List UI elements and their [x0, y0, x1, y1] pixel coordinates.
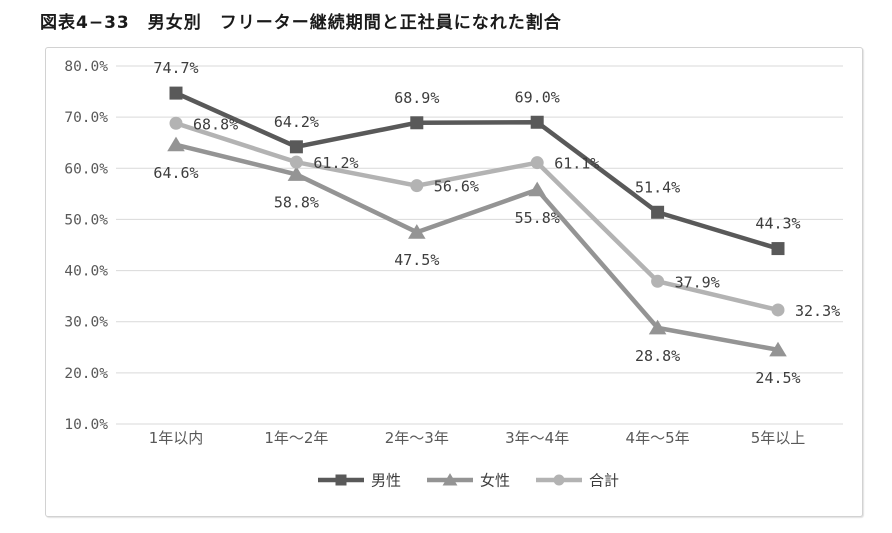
series-marker-total	[410, 179, 424, 193]
series-line-male	[175, 91, 779, 251]
y-axis-tick-label: 20.0%	[64, 366, 108, 382]
x-axis-category-label: 1年以内	[149, 429, 204, 447]
data-label-female: 24.5%	[755, 369, 800, 387]
series-marker-total	[771, 303, 785, 317]
data-label-female: 58.8%	[274, 193, 319, 211]
series-marker-female	[648, 319, 667, 335]
x-axis-category-label: 5年以上	[751, 429, 806, 447]
series-marker-male	[771, 242, 785, 256]
y-axis-tick-label: 40.0%	[64, 264, 108, 280]
data-label-male: 69.0%	[515, 88, 560, 106]
x-axis-category-label: 2年～3年	[385, 429, 449, 447]
legend-item-total: 合計	[536, 472, 619, 490]
data-label-total: 32.3%	[795, 302, 840, 320]
chart-area: 80.0% 70.0% 60.0% 50.0% 40.0% 30.0% 20.0% 10.0%…	[45, 47, 863, 517]
series-marker-male	[169, 86, 183, 100]
legend-item-female: 女性	[427, 472, 510, 490]
y-axis-tick-label: 60.0%	[64, 161, 108, 177]
data-label-female: 55.8%	[515, 209, 560, 227]
x-axis-category-label: 3年～4年	[505, 429, 569, 447]
series-female	[167, 136, 787, 357]
y-axis-tick-label: 30.0%	[64, 315, 108, 331]
data-label-female: 47.5%	[394, 251, 439, 269]
series-marker-female	[769, 341, 787, 357]
series-marker-female	[287, 166, 306, 181]
data-label-male: 74.7%	[153, 59, 198, 77]
data-label-male: 51.4%	[635, 178, 680, 196]
legend-label-female: 女性	[480, 472, 510, 490]
legend-item-male: 男性	[318, 472, 401, 490]
series-line-total	[175, 121, 779, 313]
data-label-total: 37.9%	[675, 273, 720, 291]
y-axis-tick-label: 70.0%	[64, 110, 108, 126]
x-axis-category-label: 1年～2年	[264, 429, 328, 447]
series-marker-male	[410, 116, 424, 130]
data-label-female: 64.6%	[153, 164, 198, 182]
chart-svg: 80.0% 70.0% 60.0% 50.0% 40.0% 30.0% 20.0% 10.0%…	[64, 59, 843, 490]
data-label-total: 68.8%	[193, 115, 238, 133]
data-label-total: 61.1%	[554, 155, 599, 173]
series-total	[169, 116, 785, 317]
series-marker-total	[651, 274, 665, 288]
series-marker-female	[408, 224, 426, 239]
data-label-male: 64.2%	[274, 113, 319, 131]
series-marker-total	[289, 155, 303, 169]
series-marker-female	[528, 181, 546, 197]
series-marker-male	[289, 140, 303, 154]
series-marker-female	[442, 473, 458, 486]
chart-title: 図表4−33 男女別 フリーター継続期間と正社員になれた割合	[40, 13, 562, 33]
series-labels-female: 64.6% 58.8% 47.5% 55.8% 28.8% 24.5%	[153, 164, 800, 387]
series-marker-male	[530, 115, 544, 129]
series-marker-female	[167, 136, 185, 152]
data-label-total: 61.2%	[313, 154, 358, 172]
series-line-female	[175, 142, 779, 353]
series-marker-total	[169, 116, 183, 130]
series-male	[169, 86, 785, 256]
x-axis-category-label: 4年～5年	[626, 429, 690, 447]
data-label-male: 44.3%	[755, 215, 800, 233]
data-label-total: 56.6%	[434, 178, 479, 196]
series-marker-total	[553, 474, 565, 486]
legend-label-total: 合計	[589, 472, 619, 490]
series-marker-total	[530, 156, 544, 170]
y-axis-tick-label: 10.0%	[64, 417, 108, 433]
series-marker-male	[335, 474, 347, 486]
series-labels-male: 74.7% 64.2% 68.9% 69.0% 51.4% 44.3%	[153, 59, 800, 232]
legend-label-male: 男性	[371, 472, 401, 490]
series-marker-male	[651, 205, 665, 219]
data-label-female: 28.8%	[635, 347, 680, 365]
data-label-male: 68.9%	[394, 89, 439, 107]
y-axis-tick-label: 50.0%	[64, 212, 108, 228]
y-axis-tick-label: 80.0%	[64, 59, 108, 75]
series-labels-total: 68.8% 61.2% 56.6% 61.1% 37.9% 32.3%	[193, 115, 840, 320]
